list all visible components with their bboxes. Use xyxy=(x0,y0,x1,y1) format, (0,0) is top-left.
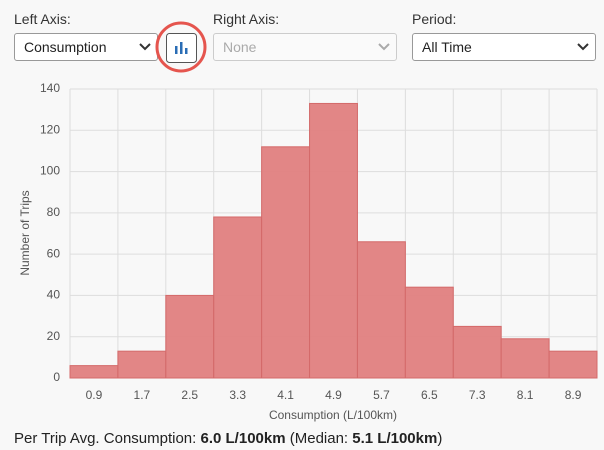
bar xyxy=(356,241,406,379)
select-value: Consumption xyxy=(24,39,107,55)
x-axis-title: Consumption (L/100km) xyxy=(269,408,397,422)
avg-value: 6.0 L/100km xyxy=(200,430,286,447)
chevron xyxy=(378,43,390,51)
bar xyxy=(404,286,454,379)
x-tick-label: 8.9 xyxy=(565,388,582,402)
highlight-circle xyxy=(155,21,207,73)
chart-button[interactable] xyxy=(154,20,208,74)
summary-prefix: Per Trip Avg. Consumption: xyxy=(14,430,197,447)
select-value: All Time xyxy=(422,39,472,55)
x-tick-label: 3.3 xyxy=(229,388,246,402)
x-tick-label: 4.1 xyxy=(277,388,294,402)
bar xyxy=(548,350,598,379)
chevron xyxy=(139,43,151,51)
icon-bar xyxy=(185,48,188,54)
x-tick-label: 4.9 xyxy=(325,388,342,402)
period-select[interactable]: All Time xyxy=(412,33,596,61)
left-axis-label: Left Axis: xyxy=(14,11,71,27)
chart: Number of Trips Consumption (L/100km) 0 2… xyxy=(18,81,598,422)
x-tick-label: 1.7 xyxy=(134,388,151,402)
bar xyxy=(261,146,311,379)
y-tick-label: 0 xyxy=(53,370,60,384)
y-tick-label: 100 xyxy=(40,164,60,178)
x-tick-label: 5.7 xyxy=(373,388,390,402)
select-value: None xyxy=(223,39,257,55)
summary: Per Trip Avg. Consumption: 6.0 L/100km (… xyxy=(14,430,442,447)
y-tick-label: 20 xyxy=(47,329,61,343)
icon-bar xyxy=(180,42,183,54)
bar xyxy=(452,325,502,379)
icon-bar xyxy=(175,46,178,54)
bar xyxy=(309,102,358,379)
x-tick-label: 8.1 xyxy=(517,388,534,402)
y-axis-title: Number of Trips xyxy=(18,190,32,275)
y-tick-label: 140 xyxy=(40,81,60,95)
bar xyxy=(117,350,167,379)
median-prefix: (Median: xyxy=(289,430,349,447)
x-tick-label: 7.3 xyxy=(469,388,486,402)
bar xyxy=(500,338,550,379)
y-tick-label: 80 xyxy=(47,205,61,219)
y-tick-label: 40 xyxy=(47,288,61,302)
bar xyxy=(69,365,119,379)
x-tick-label: 2.5 xyxy=(181,388,198,402)
right-axis-label: Right Axis: xyxy=(213,11,280,27)
median-value: 5.1 L/100km xyxy=(352,430,438,447)
y-tick-label: 60 xyxy=(47,246,61,260)
x-tick-label: 0.9 xyxy=(86,388,103,402)
y-tick-label: 120 xyxy=(40,122,60,136)
x-tick-label: 6.5 xyxy=(421,388,438,402)
left-axis-select[interactable]: Consumption xyxy=(14,33,158,61)
bar xyxy=(165,294,215,379)
bar xyxy=(213,216,263,379)
right-axis-select: None xyxy=(213,33,397,61)
summary-suffix: ) xyxy=(437,430,443,447)
period-label: Period: xyxy=(412,11,457,27)
chevron xyxy=(577,43,589,51)
